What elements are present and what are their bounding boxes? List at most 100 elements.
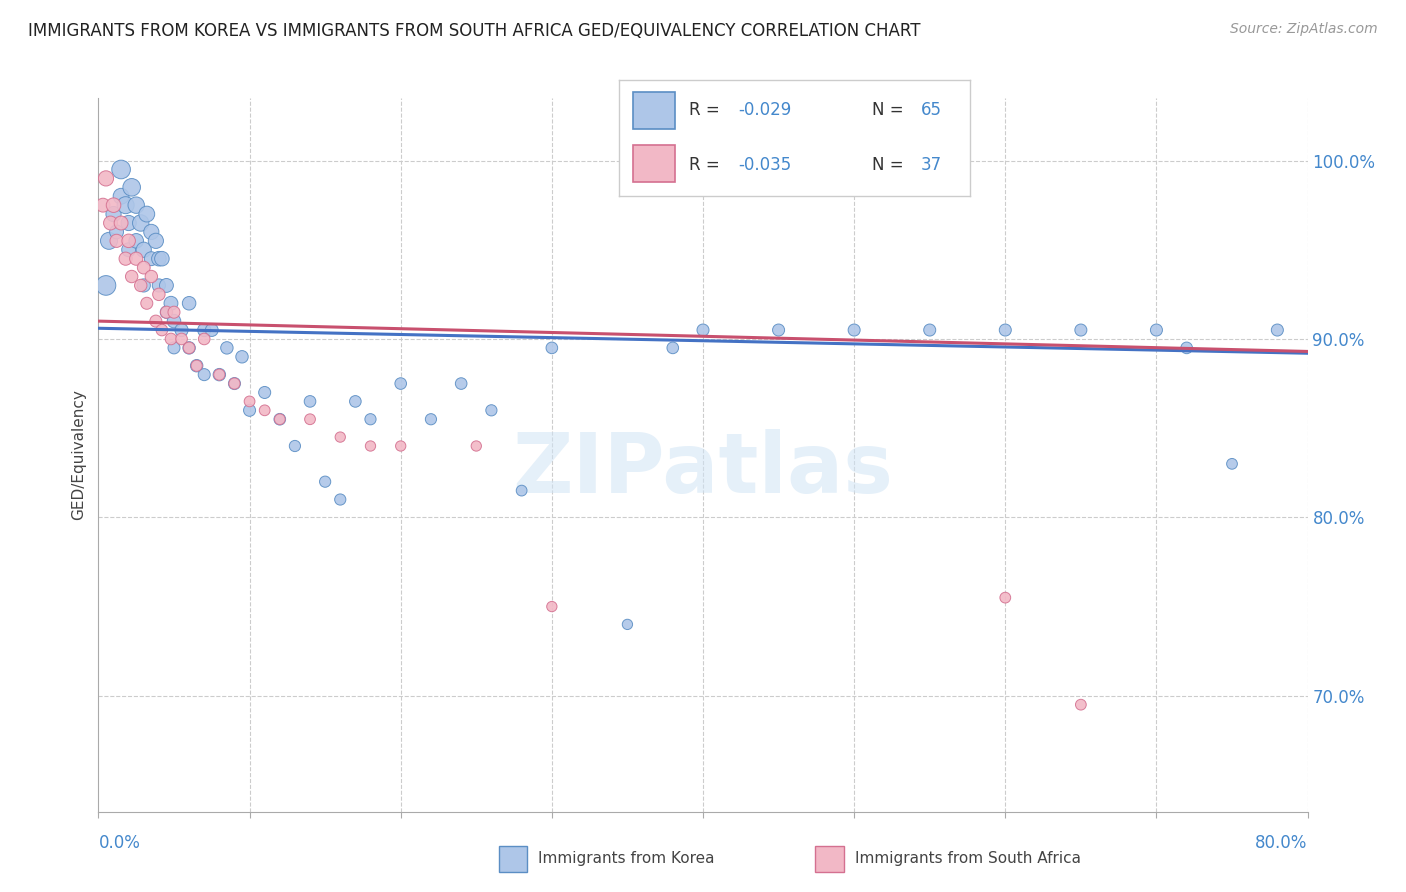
Point bbox=[105, 225, 128, 239]
Point bbox=[145, 314, 167, 328]
Point bbox=[768, 323, 790, 337]
Point bbox=[141, 252, 163, 266]
Point bbox=[170, 332, 193, 346]
Point bbox=[141, 225, 163, 239]
Point bbox=[662, 341, 685, 355]
Text: -0.029: -0.029 bbox=[738, 102, 792, 120]
Point bbox=[125, 198, 148, 212]
Point bbox=[129, 278, 152, 293]
Point bbox=[103, 198, 125, 212]
Point bbox=[114, 198, 136, 212]
Point bbox=[148, 287, 170, 301]
Point bbox=[163, 305, 186, 319]
Point bbox=[253, 403, 276, 417]
Point bbox=[94, 171, 117, 186]
Point bbox=[132, 260, 155, 275]
Point bbox=[186, 359, 208, 373]
Point bbox=[132, 278, 155, 293]
Bar bbox=[633, 145, 675, 182]
Text: 0.0%: 0.0% bbox=[98, 834, 141, 852]
Point bbox=[253, 385, 276, 400]
Point bbox=[132, 243, 155, 257]
Point bbox=[360, 439, 382, 453]
Point bbox=[208, 368, 231, 382]
Point bbox=[100, 216, 122, 230]
Point bbox=[269, 412, 291, 426]
Point bbox=[129, 216, 152, 230]
Point bbox=[1070, 323, 1092, 337]
Point bbox=[299, 412, 322, 426]
Point bbox=[465, 439, 488, 453]
Point bbox=[121, 269, 143, 284]
Point bbox=[360, 412, 382, 426]
Point bbox=[186, 359, 208, 373]
Point bbox=[299, 394, 322, 409]
Point bbox=[239, 394, 262, 409]
Point bbox=[692, 323, 714, 337]
Y-axis label: GED/Equivalency: GED/Equivalency bbox=[72, 390, 87, 520]
Point bbox=[118, 234, 141, 248]
Point bbox=[540, 599, 562, 614]
Point bbox=[1220, 457, 1243, 471]
Point bbox=[145, 234, 167, 248]
Point bbox=[329, 492, 352, 507]
Point bbox=[844, 323, 866, 337]
Text: R =: R = bbox=[689, 102, 725, 120]
Point bbox=[118, 216, 141, 230]
Point bbox=[114, 252, 136, 266]
Bar bbox=[815, 846, 844, 872]
Text: -0.035: -0.035 bbox=[738, 156, 792, 174]
Point bbox=[163, 314, 186, 328]
Point bbox=[450, 376, 472, 391]
Point bbox=[193, 323, 215, 337]
Point bbox=[224, 376, 246, 391]
Text: 65: 65 bbox=[921, 102, 942, 120]
Text: 37: 37 bbox=[921, 156, 942, 174]
Point bbox=[179, 341, 201, 355]
Point bbox=[481, 403, 503, 417]
Point bbox=[284, 439, 307, 453]
Bar bbox=[633, 92, 675, 129]
Point bbox=[160, 296, 183, 310]
Point bbox=[918, 323, 941, 337]
Point bbox=[118, 243, 141, 257]
Point bbox=[616, 617, 638, 632]
Point bbox=[215, 341, 238, 355]
Text: N =: N = bbox=[872, 156, 908, 174]
Point bbox=[141, 269, 163, 284]
Point bbox=[389, 376, 412, 391]
Point bbox=[239, 403, 262, 417]
Point bbox=[389, 439, 412, 453]
Point bbox=[125, 234, 148, 248]
Point bbox=[314, 475, 336, 489]
Point bbox=[94, 278, 117, 293]
Point bbox=[150, 252, 173, 266]
Point bbox=[170, 323, 193, 337]
Point bbox=[193, 368, 215, 382]
Text: Immigrants from Korea: Immigrants from Korea bbox=[538, 852, 716, 866]
Point bbox=[155, 305, 177, 319]
Point bbox=[148, 252, 170, 266]
Point bbox=[98, 234, 121, 248]
Point bbox=[160, 332, 183, 346]
Point bbox=[994, 323, 1017, 337]
Point bbox=[329, 430, 352, 444]
Point bbox=[510, 483, 533, 498]
Point bbox=[1070, 698, 1092, 712]
Text: Source: ZipAtlas.com: Source: ZipAtlas.com bbox=[1230, 22, 1378, 37]
Point bbox=[224, 376, 246, 391]
Point bbox=[179, 296, 201, 310]
Point bbox=[125, 252, 148, 266]
Point bbox=[110, 189, 132, 203]
Text: N =: N = bbox=[872, 102, 908, 120]
Point bbox=[155, 278, 177, 293]
Point bbox=[269, 412, 291, 426]
Point bbox=[208, 368, 231, 382]
Point bbox=[135, 296, 157, 310]
Point bbox=[110, 162, 132, 177]
Point bbox=[231, 350, 253, 364]
Point bbox=[420, 412, 443, 426]
Point bbox=[155, 305, 177, 319]
Point bbox=[105, 234, 128, 248]
Point bbox=[1144, 323, 1167, 337]
